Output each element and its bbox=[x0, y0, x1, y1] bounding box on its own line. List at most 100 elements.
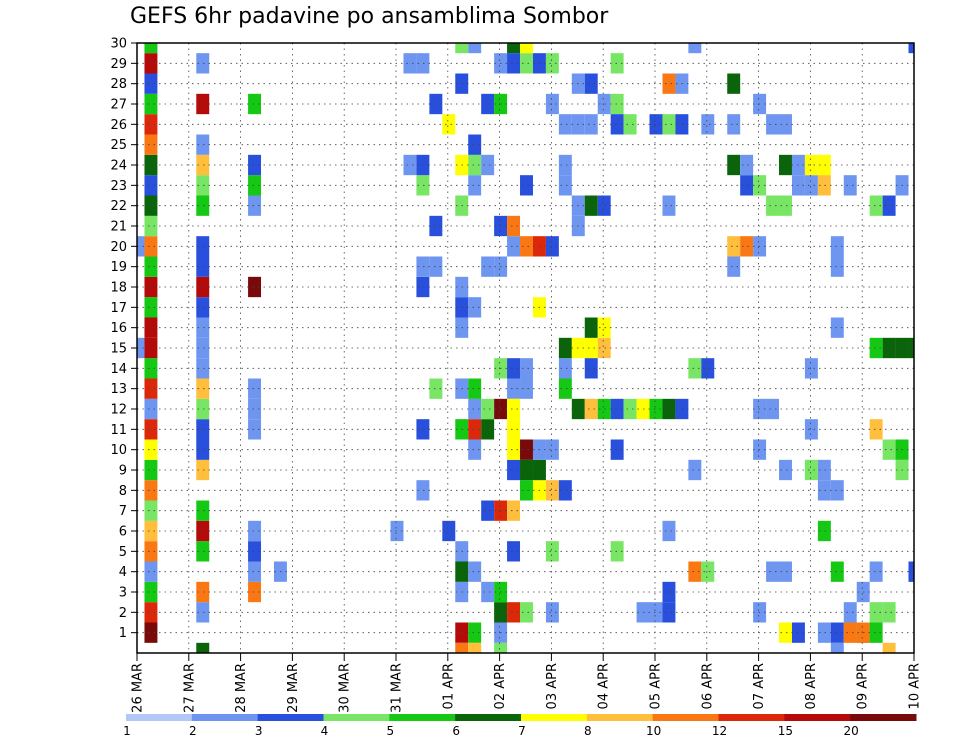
heatmap-cell bbox=[144, 581, 158, 603]
heatmap-cell bbox=[468, 439, 482, 460]
heatmap-cell bbox=[196, 134, 210, 155]
heatmap-cell bbox=[455, 43, 469, 54]
heatmap-cell bbox=[727, 114, 741, 135]
heatmap-cell bbox=[830, 642, 844, 653]
heatmap-cell bbox=[196, 337, 210, 359]
heatmap-cell bbox=[597, 398, 611, 420]
heatmap-cell bbox=[481, 154, 495, 176]
heatmap-cell bbox=[882, 195, 896, 216]
heatmap-cell bbox=[144, 520, 158, 542]
chart-title: GEFS 6hr padavine po ansamblima Sombor bbox=[130, 4, 609, 29]
heatmap-cell bbox=[144, 480, 158, 501]
colorbar-label: 12 bbox=[712, 724, 727, 738]
heatmap-cell bbox=[144, 602, 158, 623]
colorbar-label: 10 bbox=[646, 724, 661, 738]
x-tick-label: 28 MAR bbox=[234, 663, 249, 713]
heatmap-cell bbox=[455, 642, 469, 653]
heatmap-cell bbox=[248, 419, 262, 440]
heatmap-cell bbox=[779, 561, 792, 582]
heatmap-cell bbox=[196, 195, 210, 216]
colorbar-swatch bbox=[126, 714, 193, 721]
heatmap-cell bbox=[662, 581, 676, 603]
heatmap-cell bbox=[610, 93, 624, 115]
heatmap-cell bbox=[584, 317, 598, 338]
heatmap-cell bbox=[545, 541, 559, 562]
heatmap-cell bbox=[403, 154, 417, 176]
heatmap-cell bbox=[520, 480, 533, 501]
heatmap-cell bbox=[248, 195, 262, 216]
heatmap-cell bbox=[610, 53, 624, 74]
heatmap-cell bbox=[137, 236, 145, 257]
heatmap-cell bbox=[248, 93, 262, 115]
heatmap-cell bbox=[830, 480, 844, 501]
heatmap-cell bbox=[817, 622, 831, 643]
heatmap-cell bbox=[908, 337, 914, 359]
heatmap-cell bbox=[623, 114, 637, 135]
colorbar-swatch bbox=[257, 714, 324, 721]
heatmap-cell bbox=[429, 256, 443, 277]
heatmap-cell bbox=[869, 419, 883, 440]
heatmap-cell bbox=[688, 459, 702, 481]
heatmap-cell bbox=[144, 459, 158, 481]
heatmap-cell bbox=[196, 93, 210, 115]
y-tick-label: 24 bbox=[110, 159, 127, 174]
heatmap-cell bbox=[144, 276, 158, 298]
heatmap-cell bbox=[520, 378, 533, 399]
heatmap-cell bbox=[779, 622, 792, 643]
heatmap-cell bbox=[429, 378, 443, 399]
heatmap-cell bbox=[882, 337, 896, 359]
heatmap-cell bbox=[817, 154, 831, 176]
y-tick-label: 14 bbox=[110, 362, 127, 377]
y-tick-label: 25 bbox=[110, 138, 127, 153]
heatmap-cell bbox=[416, 256, 430, 277]
heatmap-cell bbox=[248, 378, 262, 399]
x-tick-label: 26 MAR bbox=[131, 663, 146, 713]
heatmap-cell bbox=[558, 358, 572, 379]
heatmap-cell bbox=[584, 337, 598, 359]
heatmap-cell bbox=[804, 419, 818, 440]
heatmap-cell bbox=[144, 134, 158, 155]
heatmap-cell bbox=[558, 378, 572, 399]
y-tick-label: 15 bbox=[110, 342, 127, 357]
heatmap-cell bbox=[481, 581, 495, 603]
heatmap-cell bbox=[804, 175, 818, 196]
heatmap-cell bbox=[144, 561, 158, 582]
heatmap-cell bbox=[248, 154, 262, 176]
y-tick-label: 4 bbox=[119, 565, 127, 580]
x-tick-label: 09 APR bbox=[856, 663, 871, 709]
heatmap-cell bbox=[623, 398, 637, 420]
y-tick-label: 27 bbox=[110, 98, 127, 113]
x-tick-label: 29 MAR bbox=[286, 663, 301, 713]
heatmap-cell bbox=[196, 236, 210, 257]
colorbar-swatch bbox=[191, 714, 259, 721]
heatmap-cell bbox=[144, 195, 158, 216]
heatmap-cell bbox=[869, 337, 883, 359]
heatmap-cells bbox=[137, 43, 914, 653]
heatmap-cell bbox=[649, 114, 663, 135]
heatmap-cell bbox=[766, 114, 780, 135]
heatmap-cell bbox=[558, 114, 572, 135]
heatmap-cell bbox=[701, 114, 715, 135]
heatmap-cell bbox=[610, 541, 624, 562]
heatmap-cell bbox=[727, 236, 741, 257]
heatmap-cell bbox=[779, 114, 792, 135]
heatmap-cell bbox=[649, 398, 663, 420]
heatmap-cell bbox=[248, 541, 262, 562]
heatmap-cell bbox=[662, 602, 676, 623]
colorbar-label: 15 bbox=[778, 724, 793, 738]
heatmap-cell bbox=[779, 195, 792, 216]
y-tick-label: 23 bbox=[110, 179, 127, 194]
heatmap-cell bbox=[144, 154, 158, 176]
heatmap-cell bbox=[817, 175, 831, 196]
x-tick-label: 05 APR bbox=[649, 663, 664, 709]
colorbar-swatch bbox=[850, 714, 917, 721]
x-tick-label: 06 APR bbox=[700, 663, 715, 709]
heatmap-cell bbox=[584, 195, 598, 216]
heatmap-cell bbox=[416, 480, 430, 501]
heatmap-cell bbox=[196, 358, 210, 379]
heatmap-cell bbox=[507, 398, 521, 420]
heatmap-cell bbox=[584, 114, 598, 135]
heatmap-cell bbox=[662, 114, 676, 135]
heatmap-cell bbox=[869, 622, 883, 643]
